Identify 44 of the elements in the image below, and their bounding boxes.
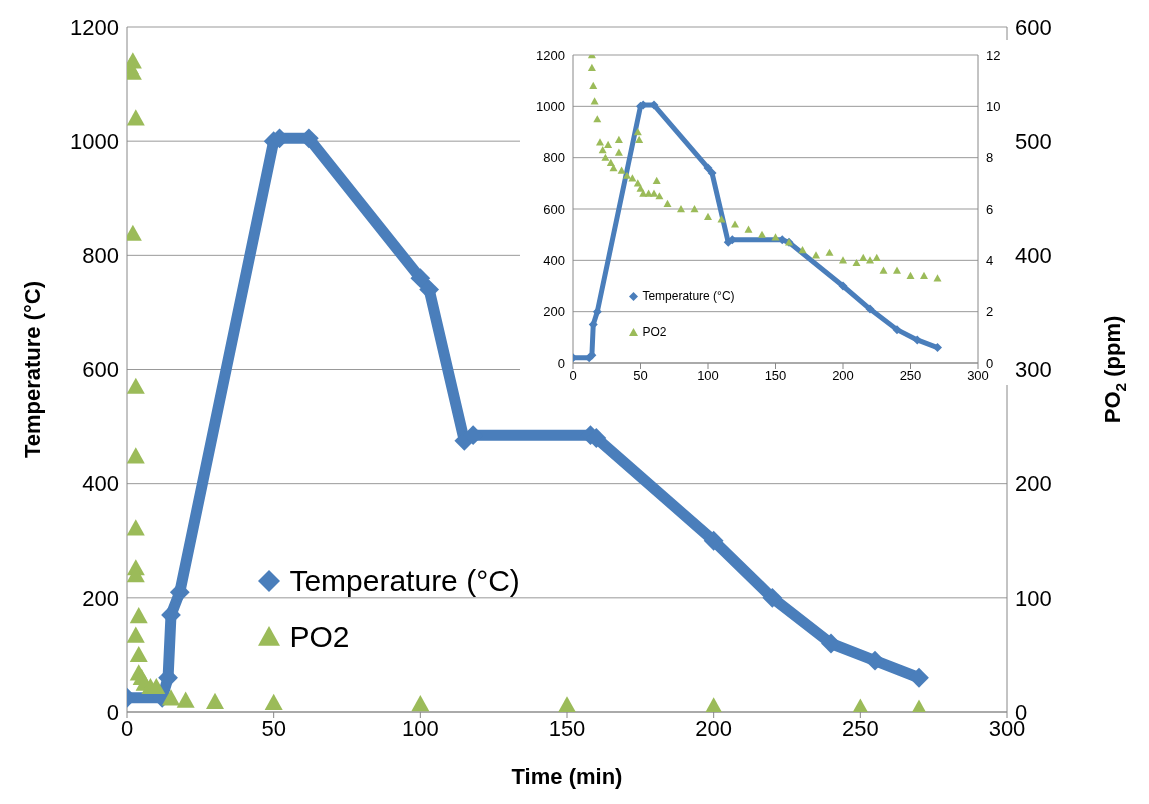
legend-label: Temperature (°C)	[289, 563, 520, 600]
y2-tick-label: 2	[986, 304, 994, 320]
x-tick-label: 50	[261, 715, 286, 741]
x-tick-label: 150	[764, 368, 787, 384]
x-axis-title: Time (min)	[511, 764, 623, 789]
y-tick-label: 1000	[70, 128, 119, 154]
x-tick-label: 200	[832, 368, 854, 384]
y-tick-label: 1000	[536, 98, 565, 114]
x-tick-label: 0	[569, 368, 577, 384]
y-tick-label: 0	[557, 355, 565, 371]
y-tick-label: 200	[543, 304, 565, 320]
y-tick-label: 1200	[70, 14, 119, 40]
y2-tick-label: 12	[986, 47, 1001, 63]
x-tick-label: 100	[401, 715, 439, 741]
y-tick-label: 0	[106, 699, 119, 725]
x-tick-label: 100	[697, 368, 719, 384]
y2-tick-label: 8	[986, 150, 994, 166]
y-axis-title: Temperature (°C)	[19, 280, 45, 459]
legend-label: PO2	[289, 619, 350, 656]
y2-tick-label: 100	[1015, 585, 1052, 611]
y-tick-label: 800	[82, 243, 119, 269]
legend-label: Temperature (°C)	[642, 288, 735, 306]
y-tick-label: 200	[82, 585, 119, 611]
y2-tick-label: 6	[986, 201, 994, 217]
y2-tick-label: 200	[1015, 471, 1052, 497]
y-tick-label: 600	[82, 357, 119, 383]
legend-label: PO2	[642, 324, 667, 342]
x-tick-label: 150	[548, 715, 586, 741]
y-tick-label: 1200	[536, 47, 565, 63]
y2-tick-label: 500	[1015, 128, 1052, 154]
y-tick-label: 400	[543, 252, 565, 268]
x-tick-label: 200	[695, 715, 733, 741]
x-tick-label: 250	[841, 715, 879, 741]
y2-tick-label: 600	[1015, 14, 1052, 40]
x-tick-label: 50	[633, 368, 648, 384]
y2-tick-label: 10	[986, 98, 1001, 114]
x-tick-label: 300	[967, 368, 989, 384]
y-tick-label: 600	[543, 201, 565, 217]
y-tick-label: 800	[543, 150, 565, 166]
y2-tick-label: 400	[1015, 243, 1052, 269]
y-tick-label: 400	[82, 471, 119, 497]
y2-tick-label: 0	[986, 355, 994, 371]
x-tick-label: 250	[899, 368, 922, 384]
y2-tick-label: 4	[986, 252, 994, 268]
